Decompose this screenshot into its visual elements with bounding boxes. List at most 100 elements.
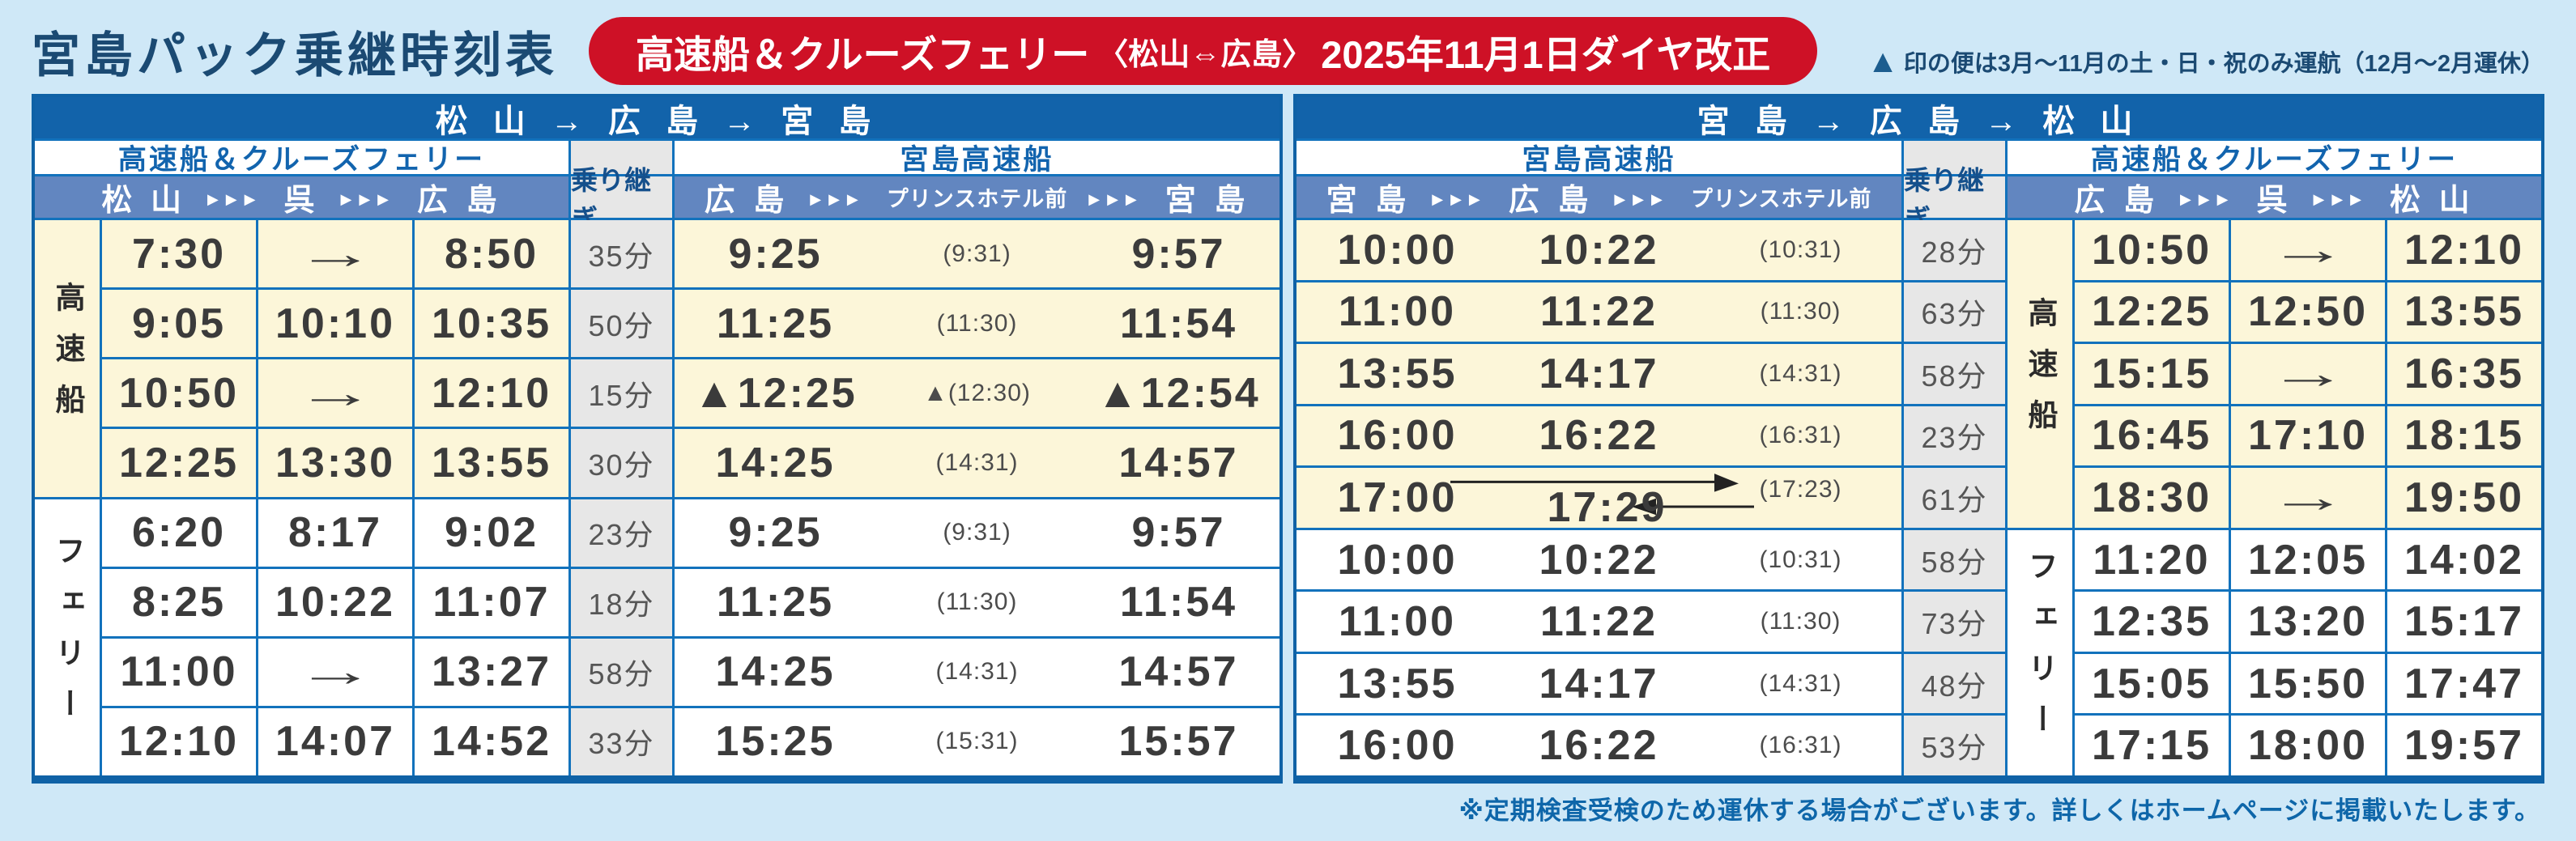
time-cell: 13:27 xyxy=(415,638,568,706)
transfer-cell: 48分 xyxy=(1904,653,2005,714)
miyajima-leg-cell-reversed: 17:00 17:29 (17:23) xyxy=(1297,468,1901,531)
time-cell: → xyxy=(2231,220,2385,280)
transfer-cell: 58分 xyxy=(571,638,672,706)
arrow-icons: ▶▶▶ xyxy=(1614,190,1670,207)
time-cell: → xyxy=(258,638,412,706)
time-cell: 13:55 xyxy=(2387,282,2541,342)
arrow-icons: ▶▶▶ xyxy=(340,190,397,207)
time-cell: 15:50 xyxy=(2231,653,2385,714)
time-cell: 12:25 xyxy=(2075,282,2229,342)
time-cell: 14:02 xyxy=(2387,529,2541,590)
time-cell: 6:20 xyxy=(102,499,256,567)
station-kure: 呉 xyxy=(2256,184,2293,218)
matsuyama-to-miyajima-table: 松 山 → 広 島 → 宮 島 高速船＆クルーズフェリー 宮島高速船 松 山 ▶… xyxy=(32,94,1283,784)
miyajima-leg-cell: 13:55 14:17 (14:31) xyxy=(1297,653,1901,714)
transfer-cell: 15分 xyxy=(571,359,672,427)
transfer-header: 乗り継ぎ xyxy=(1904,165,2005,234)
transfer-cell: 30分 xyxy=(571,429,672,497)
time-cell: 15:05 xyxy=(2075,653,2229,714)
station-matsuyama: 松 山 xyxy=(2390,184,2475,218)
transfer-cell: 50分 xyxy=(571,290,672,358)
time-cell: 8:50 xyxy=(415,220,568,288)
station-miyajima: 宮 島 xyxy=(1165,184,1250,218)
time-cell: 19:57 xyxy=(2387,716,2541,775)
miyajima-leg-cell: 13:55 14:17 (14:31) xyxy=(1297,344,1901,404)
transfer-cell: 35分 xyxy=(571,220,672,288)
miyajima-leg-cell: 10:00 10:22 (10:31) xyxy=(1297,220,1901,280)
time-cell: 10:10 xyxy=(258,290,412,358)
operator-cruise-ferry: 高速船＆クルーズフェリー xyxy=(2008,141,2541,176)
transfer-cell: 18分 xyxy=(571,568,672,636)
section-label-kosokusen: 高速船 xyxy=(2008,220,2072,528)
station-miyajima: 宮 島 xyxy=(1326,184,1411,218)
arrow-icons: ▶▶▶ xyxy=(207,190,263,207)
through-arrow: → xyxy=(295,369,376,417)
route-title: 松 山 → 広 島 → 宮 島 xyxy=(35,97,1279,139)
badge-service: 高速船＆クルーズフェリー xyxy=(636,32,1090,76)
section-label-kosokusen: 高速船 xyxy=(35,220,100,497)
miyajima-leg-cell: 16:00 16:22 (16:31) xyxy=(1297,716,1901,775)
station-matsuyama: 松 山 xyxy=(101,184,186,218)
miyajima-leg-cell: 14:25 (14:31) 14:57 xyxy=(675,429,1279,497)
arrow-icons: ▶▶▶ xyxy=(1432,190,1488,207)
section-label-ferry: フェリー xyxy=(35,499,100,775)
service-badge: 高速船＆クルーズフェリー 〈松山⇔広島〉 2025年11月1日ダイヤ改正 xyxy=(589,17,1818,85)
time-cell: 10:50 xyxy=(2075,220,2229,280)
miyajima-leg-cell: 11:25 (11:30) 11:54 xyxy=(675,568,1279,636)
time-cell: 11:07 xyxy=(415,568,568,636)
miyajima-leg-cell: 9:25 (9:31) 9:57 xyxy=(675,220,1279,288)
badge-revision: 2025年11月1日ダイヤ改正 xyxy=(1321,32,1771,76)
through-arrow: → xyxy=(295,230,376,278)
time-cell: 16:45 xyxy=(2075,406,2229,466)
miyajima-leg-cell: ▲12:25 ▲(12:30) ▲12:54 xyxy=(675,359,1279,427)
arrow-icons: ▶▶▶ xyxy=(2179,190,2236,207)
time-cell: 18:00 xyxy=(2231,716,2385,775)
time-cell: 12:10 xyxy=(2387,220,2541,280)
transfer-cell: 63分 xyxy=(1904,282,2005,342)
transfer-cell: 61分 xyxy=(1904,468,2005,528)
miyajima-leg-cell: 10:00 10:22 (10:31) xyxy=(1297,529,1901,590)
stations-header-left: 松 山 ▶▶▶ 呉 ▶▶▶ 広 島 xyxy=(35,176,568,218)
miyajima-to-matsuyama-table: 宮 島 → 広 島 → 松 山 宮島高速船 高速船＆クルーズフェリー 宮 島 ▶… xyxy=(1293,94,2544,784)
page-title: 宮島パック乗継時刻表 xyxy=(32,28,558,83)
transfer-cell: 23分 xyxy=(571,499,672,567)
time-cell: 7:30 xyxy=(102,220,256,288)
time-cell: 9:05 xyxy=(102,290,256,358)
stations-header-right: 広 島 ▶▶▶ 呉 ▶▶▶ 松 山 xyxy=(2008,176,2541,218)
time-cell: 10:50 xyxy=(102,359,256,427)
operator-miyajima-kosokusen: 宮島高速船 xyxy=(675,141,1279,176)
time-cell: 11:20 xyxy=(2075,529,2229,590)
transfer-column-spacer xyxy=(1904,141,2005,174)
stations-header-right: 広 島 ▶▶▶ プリンスホテル前 ▶▶▶ 宮 島 xyxy=(675,176,1279,218)
arrow-icons: ▶▶▶ xyxy=(1088,190,1144,207)
seasonal-service-note: ▲ 印の便は3月～11月の土・日・祝のみ運航（12月～2月運休） xyxy=(1867,23,2544,79)
through-arrow: → xyxy=(2267,226,2348,274)
through-arrow: → xyxy=(295,648,376,696)
station-prince-hotel: プリンスホテル前 xyxy=(886,187,1068,211)
miyajima-leg-cell: 16:00 16:22 (16:31) xyxy=(1297,406,1901,466)
time-cell: 10:35 xyxy=(415,290,568,358)
time-cell: 12:25 xyxy=(102,429,256,497)
transfer-cell: 58分 xyxy=(1904,344,2005,404)
time-cell: 13:55 xyxy=(415,429,568,497)
stations-header-left: 宮 島 ▶▶▶ 広 島 ▶▶▶ プリンスホテル前 xyxy=(1297,176,1901,218)
miyajima-leg-cell: 11:00 11:22 (11:30) xyxy=(1297,592,1901,652)
miyajima-leg-cell: 15:25 (15:31) 15:57 xyxy=(675,707,1279,775)
transfer-cell: 23分 xyxy=(1904,406,2005,466)
transfer-cell: 28分 xyxy=(1904,220,2005,280)
time-cell: 8:25 xyxy=(102,568,256,636)
time-cell: 14:07 xyxy=(258,707,412,775)
transfer-cell: 73分 xyxy=(1904,592,2005,652)
time-cell: 15:15 xyxy=(2075,344,2229,404)
miyajima-leg-cell: 11:25 (11:30) 11:54 xyxy=(675,290,1279,358)
time-cell: 10:22 xyxy=(258,568,412,636)
time-cell: → xyxy=(258,359,412,427)
time-cell: → xyxy=(258,220,412,288)
seasonal-note-text: 印の便は3月～11月の土・日・祝のみ運航（12月～2月運休） xyxy=(1903,51,2544,77)
time-cell: → xyxy=(2231,344,2385,404)
section-label-ferry: フェリー xyxy=(2008,529,2072,775)
badge-route: 〈松山⇔広島〉 xyxy=(1097,37,1314,72)
timetables: 松 山 → 広 島 → 宮 島 高速船＆クルーズフェリー 宮島高速船 松 山 ▶… xyxy=(0,94,2576,784)
transfer-column-spacer xyxy=(571,141,672,174)
time-cell: 12:35 xyxy=(2075,592,2229,652)
